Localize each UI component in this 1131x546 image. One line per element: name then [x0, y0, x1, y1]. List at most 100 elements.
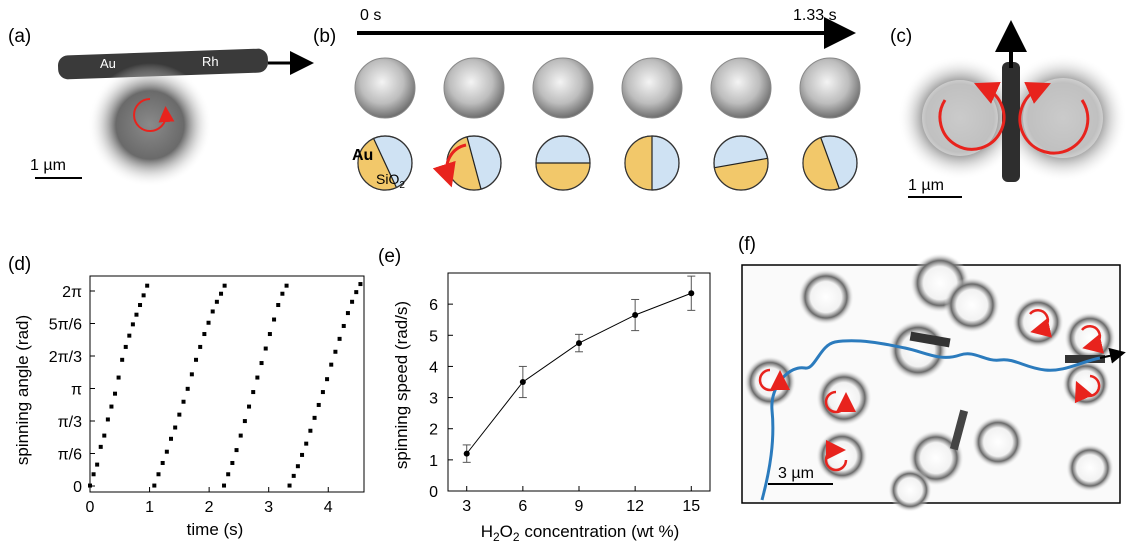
x-tick-label: 9	[575, 498, 584, 515]
data-point	[88, 483, 92, 488]
data-point	[189, 372, 194, 377]
data-point	[98, 444, 103, 449]
x-tick-label: 15	[682, 498, 700, 515]
data-point	[116, 375, 121, 380]
data-point	[295, 464, 300, 469]
data-point	[222, 283, 227, 288]
data-point	[113, 391, 118, 396]
data-point	[185, 386, 190, 391]
time-end-label: 1.33 s	[793, 7, 837, 24]
data-point	[206, 320, 211, 325]
x-tick-label: 3	[264, 499, 273, 516]
data-point	[312, 415, 317, 420]
video-frame	[443, 57, 505, 119]
data-point	[333, 349, 338, 354]
frame-row	[354, 57, 861, 119]
data-point	[177, 412, 182, 417]
hemisphere-label-sio2: SiO2	[376, 171, 405, 191]
data-point	[320, 390, 325, 395]
data-point	[259, 361, 264, 366]
data-point	[173, 425, 178, 430]
data-point	[255, 375, 260, 380]
y-tick-label: 3	[429, 391, 438, 408]
direction-arrow	[1099, 347, 1126, 364]
panel-b-label: (b)	[313, 26, 336, 47]
panel-c: (c) 1 µm	[890, 20, 1127, 198]
hemisphere-diagram	[624, 135, 680, 191]
video-frame	[799, 57, 861, 119]
data-point	[145, 283, 150, 288]
data-point	[300, 452, 305, 457]
y-axis-label: spinning speed (rad/s)	[392, 301, 411, 469]
y-tick-label: 5π/6	[49, 317, 82, 334]
scale-bar-label: 3 µm	[778, 465, 814, 482]
nanorod-image	[57, 48, 269, 80]
data-point	[267, 332, 272, 337]
data-point	[198, 344, 203, 349]
rotation-arrows	[758, 309, 1104, 472]
data-point	[304, 441, 309, 446]
rotation-arrow-icon	[1018, 81, 1090, 155]
data-point	[152, 483, 157, 488]
data-point	[284, 283, 289, 288]
scale-bar-label: 1 µm	[30, 157, 66, 174]
video-frame	[710, 57, 772, 119]
data-point	[276, 303, 281, 308]
y-tick-label: 0	[73, 479, 82, 496]
data-point	[272, 317, 277, 322]
scale-bar-label: 1 µm	[908, 177, 944, 194]
trajectory-path	[760, 339, 1101, 501]
x-tick-label: 4	[324, 499, 333, 516]
y-tick-label: π/6	[58, 447, 82, 464]
x-tick-label: 1	[145, 499, 154, 516]
data-point	[109, 404, 114, 409]
data-point	[181, 399, 186, 404]
data-point	[358, 282, 363, 287]
data-point	[287, 483, 292, 488]
y-tick-label: 5	[429, 328, 438, 345]
plot-frame	[89, 275, 365, 493]
x-tick-label: 2	[205, 499, 214, 516]
data-point	[329, 362, 334, 367]
panel-e-label: (e)	[378, 246, 401, 267]
data-point	[251, 390, 256, 395]
data-point	[354, 290, 359, 295]
data-point	[219, 291, 224, 296]
panel-a: (a) Au Rh 1 µm	[8, 26, 314, 187]
y-axis-label: spinning angle (rad)	[13, 315, 32, 465]
rotation-arrow-icon	[824, 390, 856, 414]
data-point	[202, 332, 207, 337]
panel-f: (f)	[738, 234, 1126, 512]
rotation-arrow-icon	[824, 440, 848, 472]
panel-b: (b) 0 s 1.33 s Au SiO2	[313, 7, 861, 191]
x-axis-label: H2O2 concentration (wt %)	[481, 522, 680, 544]
chart-e: (e) spinning speed (rad/s) H2O2 concentr…	[378, 246, 711, 544]
hemisphere-diagram	[535, 135, 591, 191]
data-point	[576, 340, 582, 347]
data-point	[337, 336, 342, 341]
data-point	[308, 428, 313, 433]
y-tick-label: π	[71, 382, 82, 399]
rotation-arrow-icon	[432, 143, 467, 188]
nanorod-image	[1002, 62, 1020, 182]
data-point	[210, 309, 215, 314]
data-point	[226, 472, 231, 477]
data-point	[280, 291, 285, 296]
y-tick-label: 0	[429, 484, 438, 501]
data-point	[242, 419, 247, 424]
data-point	[291, 473, 296, 478]
hemisphere-diagram	[446, 135, 502, 191]
data-point	[169, 436, 174, 441]
data-point	[141, 293, 146, 298]
y-tick-label: 1	[429, 453, 438, 470]
hemisphere-diagram	[713, 135, 769, 191]
rotation-arrow-icon	[133, 98, 175, 132]
data-point	[234, 448, 239, 453]
rotation-arrow-icon	[1029, 309, 1052, 338]
data-point	[345, 311, 350, 316]
data-point	[463, 450, 470, 457]
data-point	[105, 417, 110, 422]
x-tick-label: 12	[626, 498, 644, 515]
data-point	[194, 357, 199, 362]
